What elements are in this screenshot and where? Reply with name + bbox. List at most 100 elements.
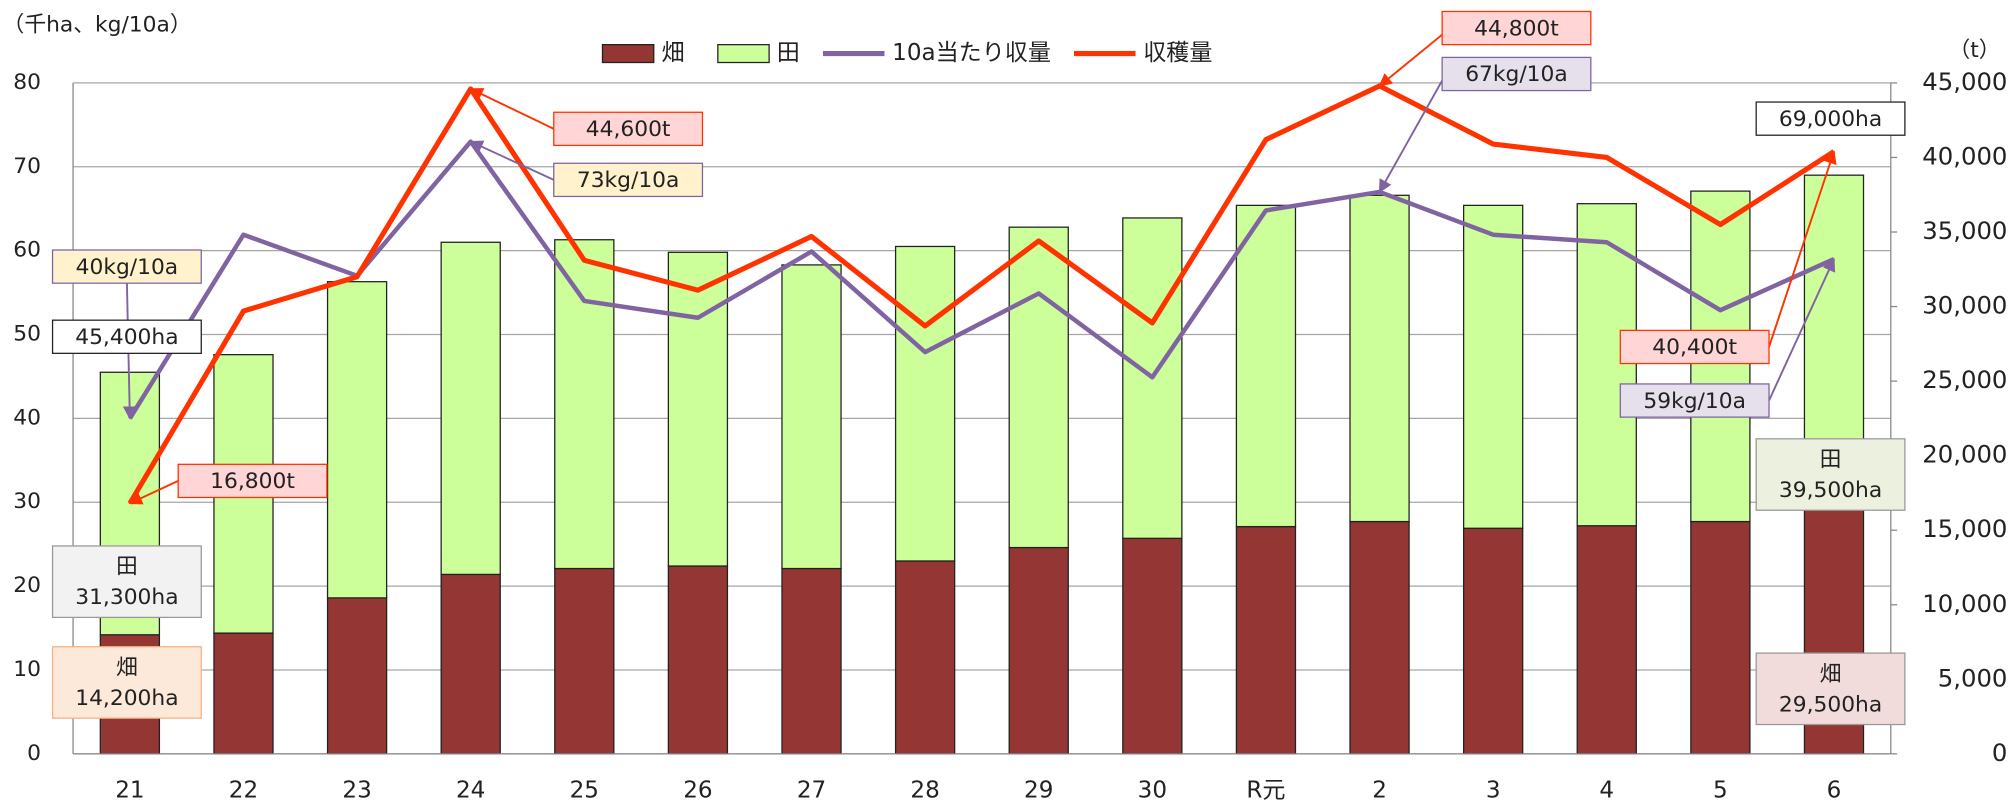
x-tick-label: 5 — [1713, 777, 1728, 803]
bar-segment — [440, 241, 501, 576]
y-tick-label: 40 — [13, 405, 41, 430]
bar-segment — [1462, 527, 1524, 755]
y-tick-label: 10 — [13, 657, 41, 682]
annotation-box — [553, 162, 704, 198]
annotation-text: 40kg/10a — [76, 255, 179, 280]
legend-label: 収穫量 — [1143, 40, 1212, 66]
annotation-box — [1755, 101, 1906, 136]
annotation-box — [553, 111, 704, 147]
x-tick-label: 27 — [797, 777, 826, 803]
bar-segment — [667, 565, 729, 755]
annotation-arrow — [1378, 33, 1443, 87]
area-label-name: 田 — [1820, 448, 1842, 473]
y-tick-label: 70 — [13, 154, 41, 179]
annotation-text: 44,600t — [586, 117, 671, 142]
y-tick-label: 30 — [13, 489, 41, 514]
y2-tick-label: 40,000 — [1922, 142, 2007, 171]
y2-tick-label: 45,000 — [1922, 67, 2007, 96]
annotation-box — [1441, 56, 1592, 92]
y-tick-label: 0 — [27, 741, 41, 766]
annotation-text: 67kg/10a — [1465, 62, 1568, 87]
area-label-name: 畑 — [116, 655, 138, 680]
y2-tick-label: 20,000 — [1922, 440, 2007, 469]
bar-segment — [781, 567, 842, 755]
area-label-value: 14,200ha — [75, 686, 178, 711]
annotation-box — [51, 249, 202, 284]
bar-segment — [1008, 546, 1069, 755]
bar-segment — [213, 632, 274, 755]
annotation-arrow — [1378, 80, 1443, 194]
annotation-arrow — [128, 480, 179, 505]
y2-tick-label: 5,000 — [1938, 663, 2008, 692]
bar-segment — [1349, 520, 1410, 755]
x-tick-label: 24 — [456, 777, 485, 803]
y-tick-label: 50 — [13, 322, 41, 347]
annotation-box — [1619, 383, 1770, 418]
bar-segment — [554, 239, 615, 570]
annotation-box — [1619, 329, 1770, 365]
x-tick-label: 23 — [342, 777, 371, 803]
y-tick-label: 80 — [13, 70, 41, 95]
area-label-name: 畑 — [1820, 662, 1842, 687]
annotation-box — [1441, 10, 1592, 46]
annotation-text: 73kg/10a — [577, 168, 680, 193]
annotation-arrow — [469, 140, 555, 181]
x-tick-label: 29 — [1024, 777, 1053, 803]
x-tick-label: 6 — [1827, 777, 1842, 803]
y2-tick-label: 0 — [1992, 738, 2007, 767]
area-label-value: 39,500ha — [1779, 478, 1882, 503]
bar-segment — [1235, 525, 1297, 755]
x-tick-label: R元 — [1246, 777, 1285, 803]
legend-swatch — [601, 44, 655, 64]
x-tick-label: 26 — [683, 777, 712, 803]
y2-axis-label: （t） — [1948, 38, 2000, 63]
x-tick-label: 4 — [1599, 777, 1614, 803]
bar-segment — [1122, 537, 1183, 755]
annotation-text: 16,800t — [210, 469, 295, 494]
y2-tick-label: 35,000 — [1922, 216, 2007, 245]
bar-segment — [554, 567, 615, 755]
bar-segment — [894, 245, 956, 562]
bar-segment — [1235, 204, 1297, 528]
bar-segment — [1462, 204, 1524, 529]
y-tick-label: 20 — [13, 573, 41, 598]
bar-segment — [1008, 226, 1069, 549]
annotation-arrow — [1768, 257, 1836, 401]
annotation-box — [177, 463, 328, 499]
annotation-text: 44,800t — [1474, 16, 1559, 41]
bar-segment — [1349, 194, 1410, 523]
y-axis-label: （千ha、kg/10a） — [3, 13, 192, 38]
bar-segment — [667, 251, 729, 567]
y-tick-label: 60 — [13, 238, 41, 263]
line-series — [127, 83, 1836, 505]
x-tick-label: 21 — [115, 777, 144, 803]
area-label-box — [1755, 652, 1906, 726]
annotation-arrow — [1768, 150, 1837, 348]
bar-segment — [781, 264, 842, 570]
annotation-box — [51, 319, 202, 354]
y2-tick-label: 30,000 — [1922, 291, 2007, 320]
x-tick-label: 28 — [910, 777, 939, 803]
legend-swatch — [717, 44, 770, 64]
annotation-text: 45,400ha — [75, 325, 178, 350]
area-label-value: 29,500ha — [1779, 692, 1882, 717]
area-label-box — [1755, 438, 1906, 511]
legend-label: 10a当たり収量 — [892, 40, 1051, 66]
legend-label: 田 — [777, 40, 800, 66]
y2-tick-label: 15,000 — [1922, 514, 2007, 543]
area-label-value: 31,300ha — [75, 585, 178, 610]
bar-segment — [1690, 520, 1751, 755]
bar-segment — [1576, 203, 1637, 527]
x-tick-label: 2 — [1372, 777, 1387, 803]
area-label-box — [51, 646, 202, 719]
bar-segment — [1576, 525, 1637, 755]
annotation-text: 59kg/10a — [1643, 389, 1746, 414]
legend-label: 畑 — [661, 40, 684, 66]
y2-tick-label: 10,000 — [1922, 589, 2007, 618]
bar-segment — [440, 573, 501, 755]
bar-segment — [326, 281, 388, 599]
bar-segment — [326, 597, 388, 755]
area-label-box — [51, 545, 202, 619]
